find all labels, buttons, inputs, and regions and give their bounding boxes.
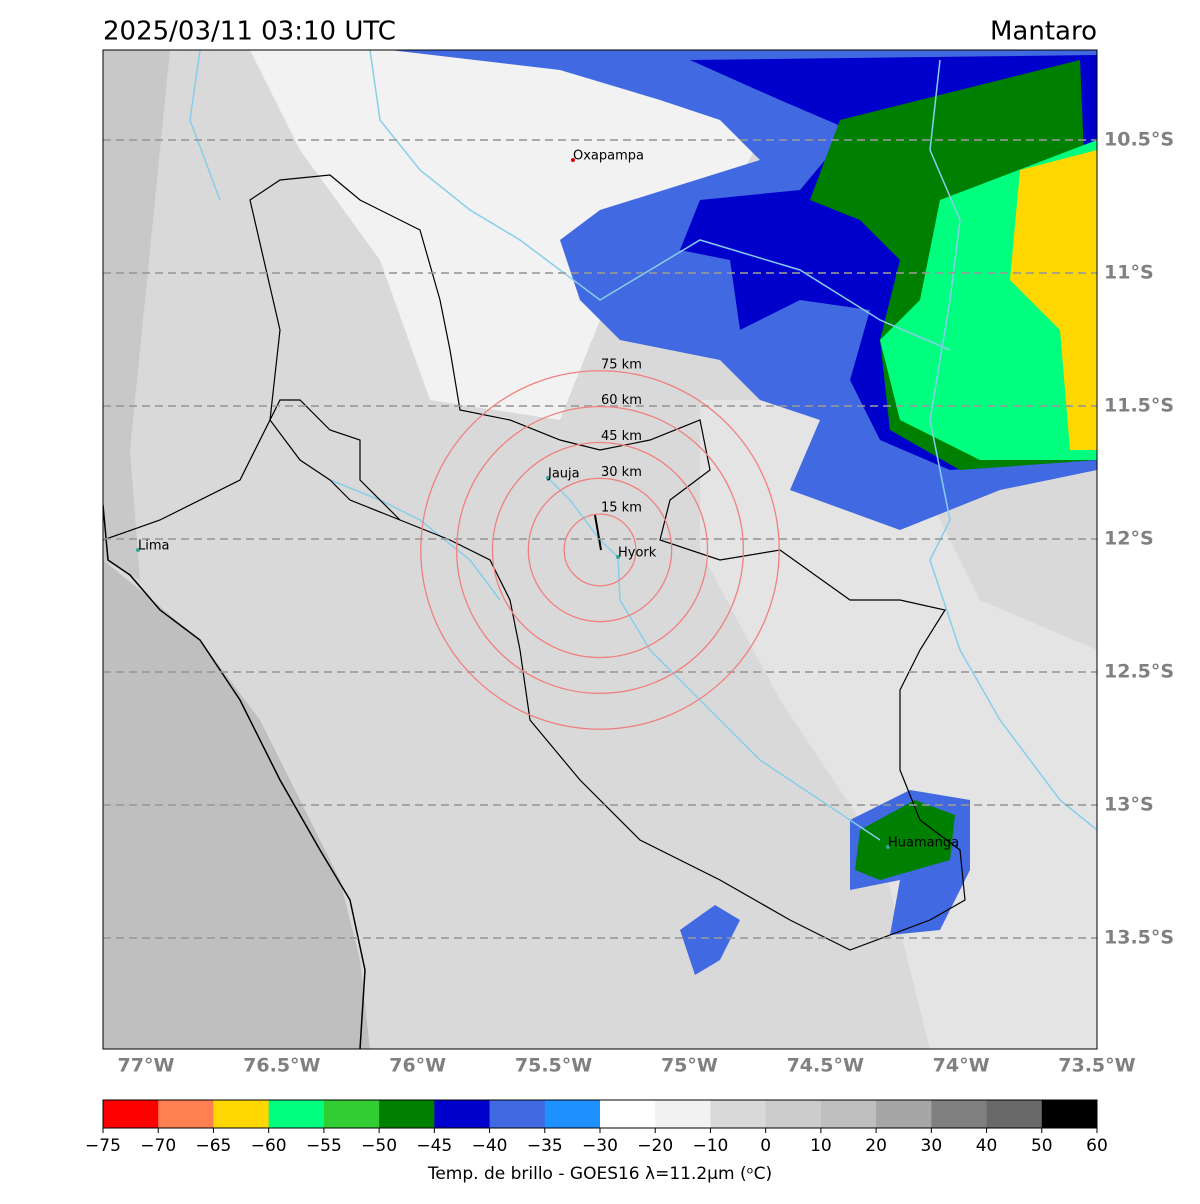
lat-label: 12°S bbox=[1104, 528, 1154, 550]
rivers bbox=[189, 50, 1097, 841]
colorbar-segment bbox=[268, 1100, 325, 1128]
title: 2025/03/11 03:10 UTC bbox=[103, 17, 396, 47]
colorbar-tick-label: −65 bbox=[195, 1136, 231, 1156]
colorbar-tick-label: −10 bbox=[692, 1136, 728, 1156]
river bbox=[189, 50, 221, 201]
colorbar-tick-label: 40 bbox=[976, 1136, 998, 1156]
colorbar-segment bbox=[876, 1100, 932, 1128]
place-dot bbox=[616, 555, 620, 559]
lon-label: 74°W bbox=[933, 1055, 990, 1077]
river bbox=[369, 50, 561, 271]
colorbar-tick-label: 50 bbox=[1031, 1136, 1053, 1156]
river bbox=[547, 477, 881, 841]
lon-label: 76°W bbox=[389, 1055, 446, 1077]
colorbar-segment bbox=[213, 1100, 270, 1128]
range-ring bbox=[420, 370, 780, 730]
place-dot bbox=[546, 476, 550, 480]
lat-label: 11.5°S bbox=[1104, 395, 1174, 417]
map-frame bbox=[102, 49, 1098, 1050]
lat-label: 12.5°S bbox=[1104, 661, 1174, 683]
map bbox=[103, 50, 1097, 1049]
ring-label: 75 km bbox=[601, 357, 642, 372]
coastline bbox=[103, 504, 366, 1049]
place-label: Oxapampa bbox=[573, 149, 644, 164]
terrain bbox=[103, 50, 170, 580]
colorbar-tick-label: −60 bbox=[251, 1136, 287, 1156]
colorbar-tick-label: 60 bbox=[1086, 1136, 1108, 1156]
colorbar-tick-label: −50 bbox=[361, 1136, 397, 1156]
colorbar-segment bbox=[434, 1100, 491, 1128]
colorbar-tick-label: 30 bbox=[921, 1136, 943, 1156]
colorbar-tick-label: −55 bbox=[306, 1136, 342, 1156]
colorbar-tick-label: −35 bbox=[527, 1136, 563, 1156]
colorbar-segment bbox=[379, 1100, 435, 1128]
colorbar-segment bbox=[931, 1100, 988, 1128]
colorbar-tick-label: −20 bbox=[637, 1136, 673, 1156]
river bbox=[329, 479, 501, 601]
sub-basin bbox=[103, 399, 401, 541]
lon-label: 75.5°W bbox=[515, 1055, 592, 1077]
colorbar-label: Temp. de brillo - GOES16 λ=11.2μm (ᵒC) bbox=[427, 1164, 772, 1184]
colorbar-tick-label: −30 bbox=[582, 1136, 618, 1156]
colorbar-segment bbox=[323, 1100, 380, 1128]
ring-label: 30 km bbox=[601, 465, 642, 480]
range-ring bbox=[563, 513, 637, 587]
cloud-thin bbox=[250, 50, 760, 420]
colorbar-segment bbox=[710, 1100, 767, 1128]
range-ring bbox=[491, 441, 709, 659]
river bbox=[929, 59, 1097, 831]
cloud-peak bbox=[1010, 150, 1097, 450]
region: Mantaro bbox=[990, 17, 1097, 47]
colorbar-tick-label: 20 bbox=[865, 1136, 887, 1156]
colorbar-segment bbox=[655, 1100, 711, 1128]
lon-label: 74.5°W bbox=[787, 1055, 864, 1077]
colorbar-tick-label: −45 bbox=[416, 1136, 452, 1156]
range-ring bbox=[527, 477, 673, 623]
colorbar-tick-label: −70 bbox=[140, 1136, 176, 1156]
colorbar-segment bbox=[765, 1100, 822, 1128]
lon-label: 73.5°W bbox=[1058, 1055, 1135, 1077]
overlay: 15 km 30 km 45 km 60 km 75 km Oxapampa Jauja Hy… bbox=[103, 139, 1097, 939]
lat-label: 11°S bbox=[1104, 262, 1154, 284]
colorbar-tick-label: −40 bbox=[472, 1136, 508, 1156]
lat-label: 13.5°S bbox=[1104, 927, 1174, 949]
place-label: Lima bbox=[138, 539, 169, 554]
cloud-very-cold bbox=[855, 800, 955, 880]
place-dot bbox=[571, 158, 575, 162]
colorbar-segment bbox=[820, 1100, 877, 1128]
place-label: Hyork bbox=[618, 546, 657, 561]
place-label: Huamanga bbox=[888, 836, 959, 851]
colorbar-tick-label: −75 bbox=[85, 1136, 121, 1156]
river bbox=[559, 239, 951, 351]
colorbar-tick-label: 10 bbox=[810, 1136, 832, 1156]
lon-label: 76.5°W bbox=[243, 1055, 320, 1077]
lon-label: 77°W bbox=[118, 1055, 175, 1077]
place-dot bbox=[136, 548, 140, 552]
place-label: Jauja bbox=[547, 467, 580, 482]
ring-label: 60 km bbox=[601, 393, 642, 408]
ring-label: 45 km bbox=[601, 429, 642, 444]
basin-boundary bbox=[249, 174, 966, 951]
colorbar-segment bbox=[103, 1100, 159, 1128]
range-ring bbox=[455, 405, 745, 695]
colorbar-segment bbox=[544, 1100, 601, 1128]
place-dot bbox=[886, 845, 890, 849]
lat-label: 10.5°S bbox=[1104, 129, 1174, 151]
cloud-cold bbox=[680, 905, 740, 975]
colorbar-segment bbox=[158, 1100, 214, 1128]
ring-label: 15 km bbox=[601, 501, 642, 516]
colorbar-segment bbox=[986, 1100, 1043, 1128]
lat-label: 13°S bbox=[1104, 794, 1154, 816]
colorbar-segment bbox=[600, 1100, 656, 1128]
colorbar-segment bbox=[1041, 1100, 1098, 1128]
track bbox=[594, 514, 602, 551]
cloud-thin bbox=[700, 400, 1097, 1049]
colorbar-segment bbox=[489, 1100, 546, 1128]
colorbar-tick-label: 0 bbox=[760, 1136, 771, 1156]
lon-label: 75°W bbox=[661, 1055, 718, 1077]
